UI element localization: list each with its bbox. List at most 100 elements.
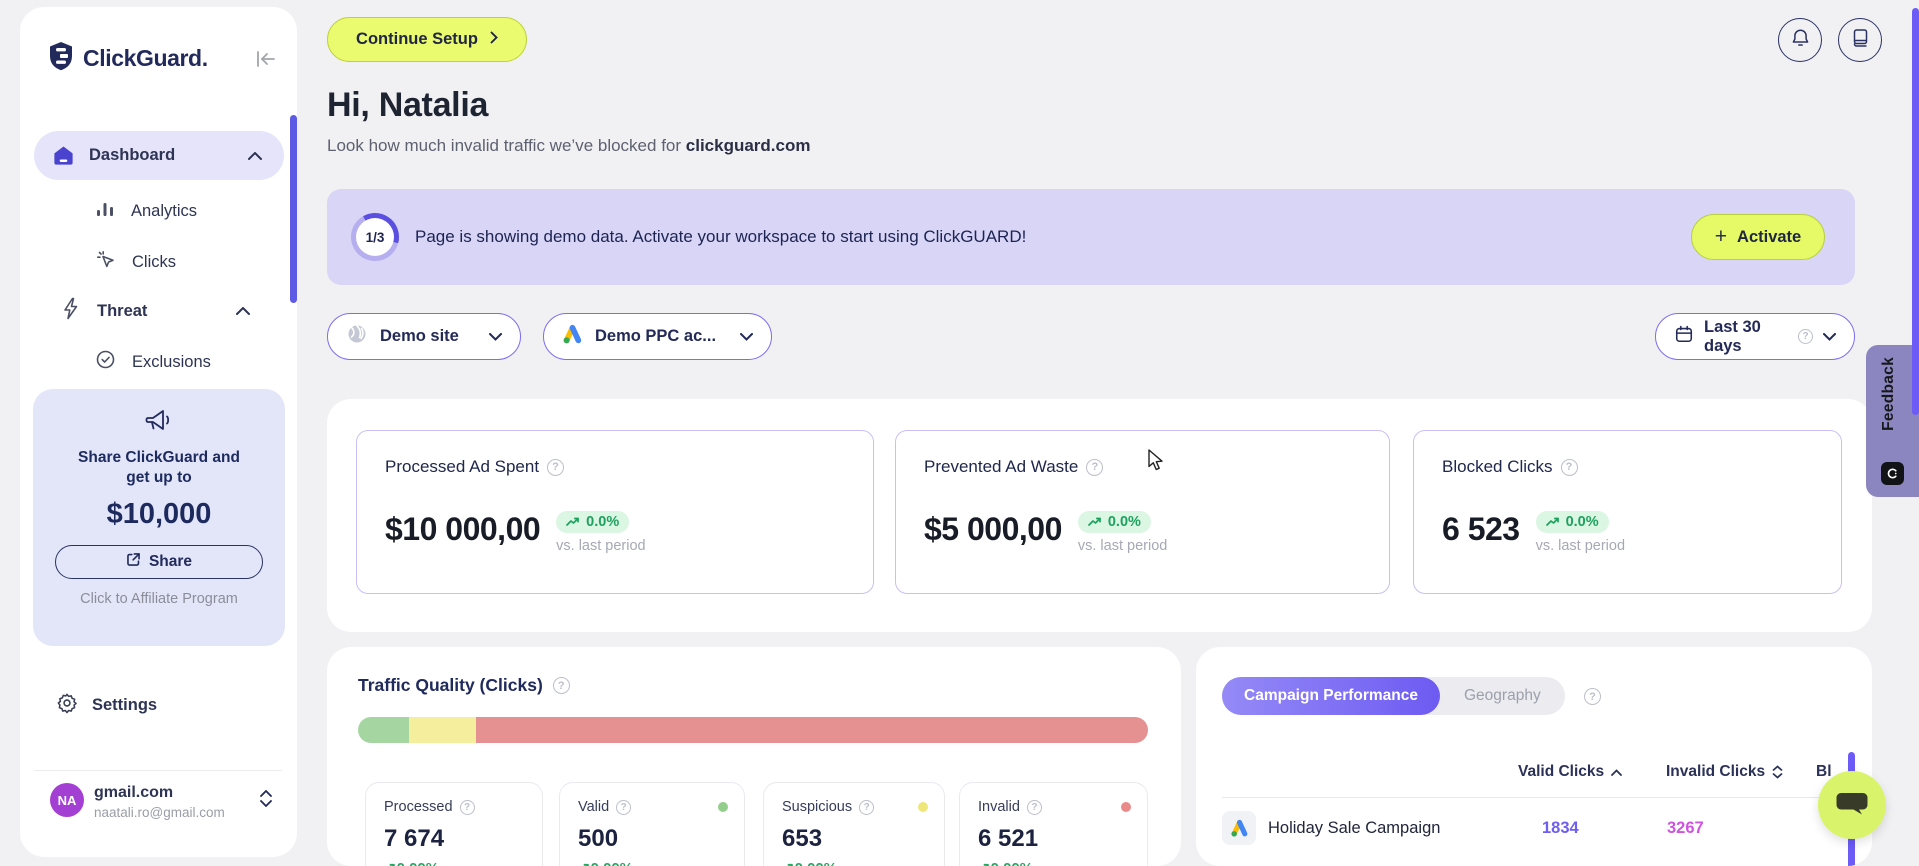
column-invalid-clicks[interactable]: Invalid Clicks [1666, 763, 1783, 781]
traffic-segment-valid [358, 717, 409, 743]
activate-label: Activate [1737, 227, 1802, 246]
traffic-segment-invalid [476, 717, 1148, 743]
traffic-card-label: Processed [384, 799, 453, 815]
sidebar-item-settings[interactable]: Settings [56, 692, 157, 719]
page-title: Hi, Natalia [327, 86, 489, 124]
external-link-icon [126, 552, 141, 572]
avatar[interactable]: NA [50, 783, 84, 817]
sidebar-item-label: Threat [97, 301, 148, 320]
chevron-up-icon[interactable] [236, 302, 250, 320]
continue-setup-button[interactable]: Continue Setup [327, 17, 527, 62]
brand-logo: ClickGuard. [48, 41, 208, 76]
setup-progress-value: 1/3 [356, 218, 394, 256]
share-button[interactable]: Share [55, 545, 263, 579]
notifications-button[interactable] [1778, 18, 1822, 62]
traffic-card-value: 653 [782, 825, 823, 852]
stat-value: 6 523 [1442, 511, 1520, 547]
traffic-card-suspicious: Suspicious? 653 ↗0.00% [763, 782, 945, 866]
stat-title: Processed Ad Spent [385, 457, 540, 476]
cursor-click-icon [95, 249, 116, 275]
sidebar-item-label: Clicks [132, 252, 176, 271]
megaphone-icon [33, 389, 285, 440]
stat-delta-badge: 0.0% [1077, 511, 1151, 533]
promo-text-line2: get up to [126, 469, 192, 486]
demo-data-banner: 1/3 Page is showing demo data. Activate … [327, 189, 1855, 285]
traffic-card-value: 500 [578, 825, 619, 852]
settings-label: Settings [92, 696, 158, 714]
sidebar-item-exclusions[interactable]: Exclusions [95, 349, 211, 375]
traffic-card-label: Valid [578, 799, 610, 815]
kpi-panel: Processed Ad Spent ? $10 000,00 0.0% vs.… [327, 399, 1872, 632]
column-blocked[interactable]: Bl [1816, 763, 1832, 780]
site-selector-value: Demo site [380, 327, 459, 345]
account-email: naatali.ro@gmail.com [94, 805, 225, 820]
chat-bubble-icon [1835, 789, 1869, 822]
traffic-quality-panel: Traffic Quality (Clicks) ? Processed? 7 … [327, 647, 1181, 866]
mouse-cursor [1145, 448, 1167, 477]
chat-widget-button[interactable] [1818, 771, 1886, 839]
campaign-tabs: Campaign Performance Geography [1222, 677, 1565, 715]
affiliate-promo-card[interactable]: Share ClickGuard and get up to $10,000 S… [33, 389, 285, 646]
home-icon [52, 144, 75, 167]
help-icon[interactable]: ? [1086, 458, 1104, 476]
sidebar-item-dashboard[interactable]: Dashboard [34, 131, 284, 180]
sort-both-icon [1772, 765, 1783, 779]
traffic-card-label: Invalid [978, 799, 1020, 815]
activate-button[interactable]: + Activate [1691, 214, 1825, 260]
traffic-segment-suspicious [408, 717, 477, 743]
stat-delta-badge: 0.0% [1535, 511, 1609, 533]
tab-campaign-performance[interactable]: Campaign Performance [1222, 677, 1440, 715]
invalid-clicks-value: 3267 [1667, 819, 1704, 837]
feedback-tab[interactable]: Feedback [1866, 345, 1919, 497]
gear-icon [56, 692, 78, 719]
sort-asc-icon [1611, 768, 1623, 776]
site-selector[interactable]: Demo site [327, 313, 521, 360]
traffic-card-invalid: Invalid? 6 521 ↗0.00% [959, 782, 1148, 866]
sidebar-item-label: Analytics [131, 202, 198, 220]
help-icon[interactable]: ? [1584, 688, 1601, 705]
chevron-down-icon [1823, 328, 1836, 346]
help-icon[interactable]: ? [459, 799, 475, 815]
chevron-down-icon [740, 328, 753, 346]
calendar-icon [1674, 324, 1694, 349]
bell-icon [1791, 28, 1810, 53]
lightning-icon [61, 297, 80, 325]
docs-button[interactable] [1838, 18, 1882, 62]
google-ads-icon [562, 324, 583, 350]
sidebar-collapse-button[interactable] [252, 45, 280, 73]
help-icon[interactable]: ? [1798, 329, 1813, 344]
ppc-account-selector[interactable]: Demo PPC ac... [543, 313, 772, 360]
stat-card-prevented-ad-waste: Prevented Ad Waste ? $5 000,00 0.0% vs. … [895, 430, 1390, 594]
sidebar-item-threat[interactable]: Threat [61, 297, 286, 325]
stat-card-processed-ad-spent: Processed Ad Spent ? $10 000,00 0.0% vs.… [356, 430, 874, 594]
help-icon[interactable]: ? [552, 677, 570, 694]
book-icon [1852, 28, 1869, 53]
sidebar-item-clicks[interactable]: Clicks [95, 249, 176, 275]
date-range-value: Last 30 days [1704, 317, 1761, 355]
sidebar-scrollbar[interactable] [290, 115, 297, 303]
sidebar: ClickGuard. Dashboard Analytics Clicks [20, 7, 297, 857]
chevron-up-icon[interactable] [248, 147, 262, 165]
help-icon[interactable]: ? [1026, 799, 1042, 815]
account-name: gmail.com [94, 784, 174, 801]
affiliate-caption: Click to Affiliate Program [80, 591, 238, 607]
traffic-card-value: 7 674 [384, 825, 445, 852]
stat-title: Prevented Ad Waste [924, 457, 1079, 476]
ppc-account-value: Demo PPC ac... [595, 327, 717, 345]
chevron-right-icon [490, 30, 498, 49]
help-icon[interactable]: ? [859, 799, 875, 815]
stat-title: Blocked Clicks [1442, 457, 1553, 476]
sidebar-item-analytics[interactable]: Analytics [95, 199, 197, 224]
account-switcher[interactable] [260, 790, 272, 807]
setup-progress-ring: 1/3 [351, 213, 399, 261]
help-icon[interactable]: ? [547, 458, 565, 476]
valid-clicks-value: 1834 [1542, 819, 1579, 837]
help-icon[interactable]: ? [1560, 458, 1578, 476]
promo-amount: $10,000 [106, 498, 212, 530]
column-valid-clicks[interactable]: Valid Clicks [1518, 763, 1623, 781]
clickguard-chat-icon [1881, 462, 1904, 485]
date-range-selector[interactable]: Last 30 days ? [1655, 313, 1855, 360]
page-scrollbar[interactable] [1912, 8, 1919, 415]
tab-geography[interactable]: Geography [1464, 687, 1541, 704]
help-icon[interactable]: ? [616, 799, 632, 815]
